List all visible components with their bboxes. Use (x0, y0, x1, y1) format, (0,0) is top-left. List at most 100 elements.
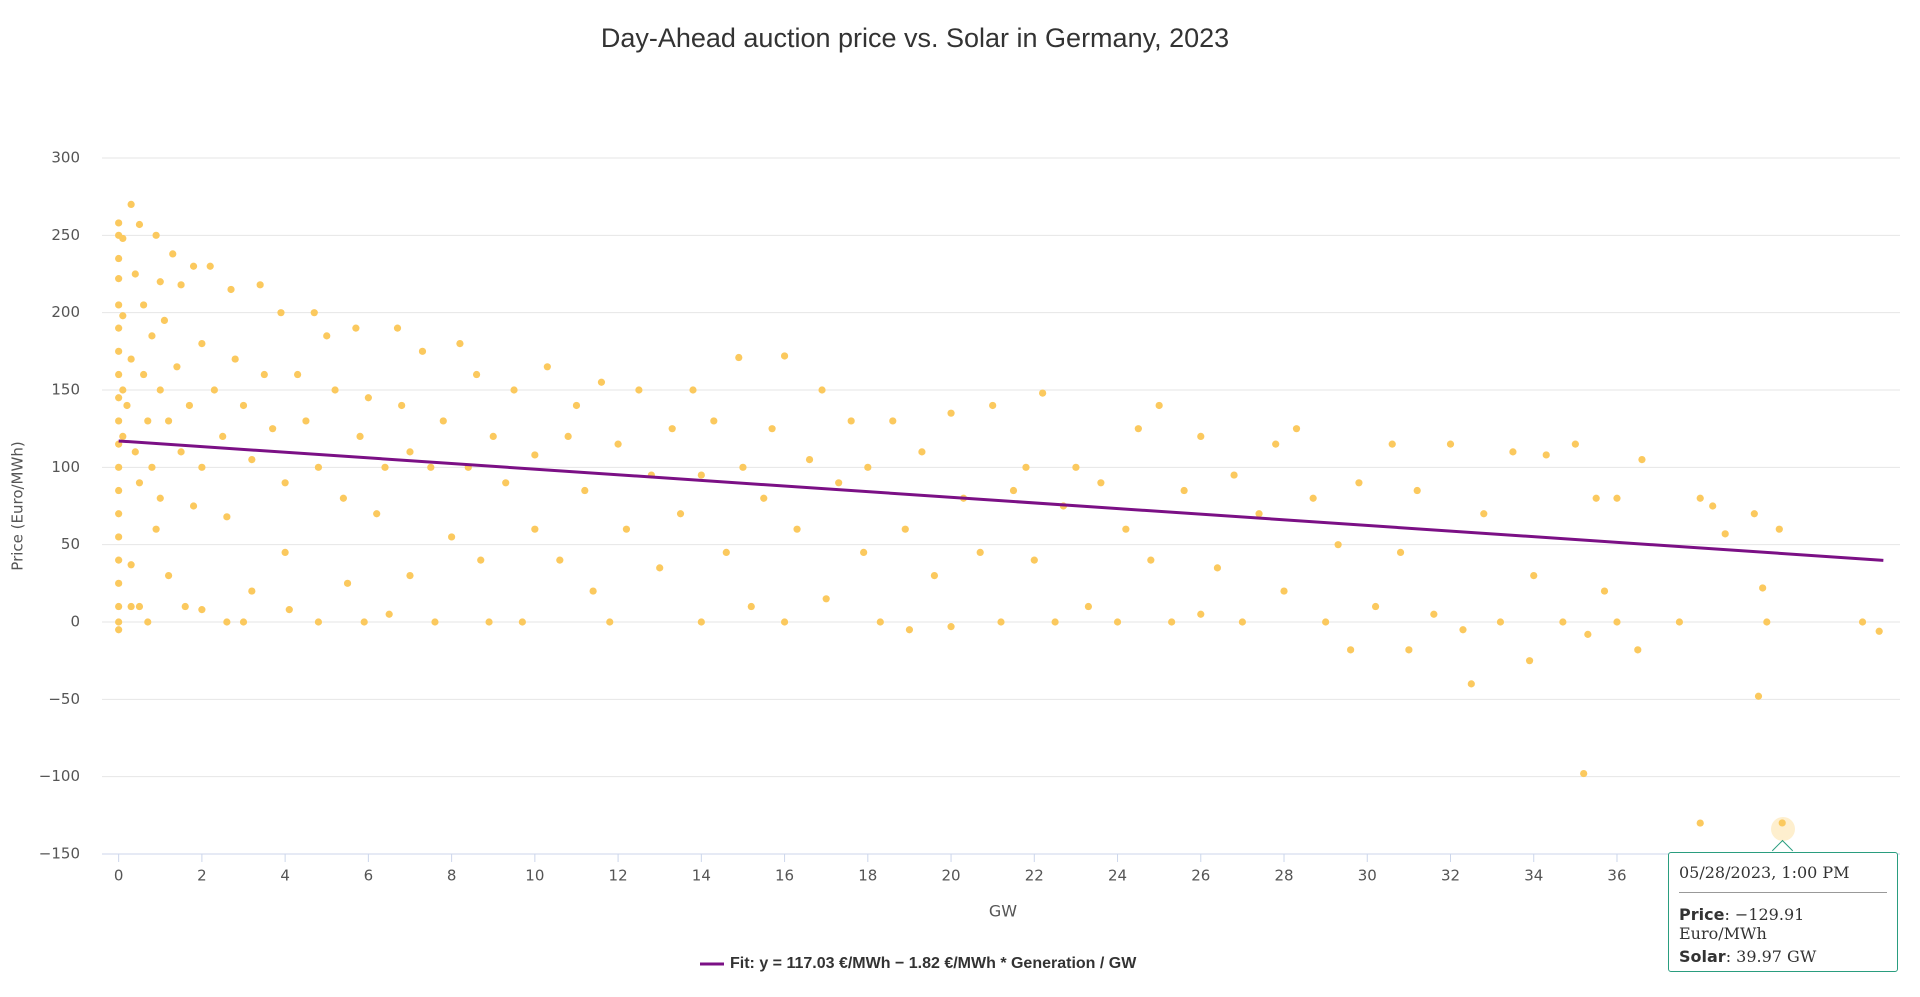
point (152, 231, 160, 239)
point (431, 618, 439, 626)
point (115, 510, 123, 518)
point (710, 417, 718, 425)
x-tick-label: 34 (1524, 867, 1543, 885)
point (876, 618, 884, 626)
point (860, 548, 868, 557)
point (1496, 618, 1505, 626)
y-tick-label: 0 (70, 613, 80, 631)
point (135, 220, 144, 229)
point (1405, 646, 1413, 654)
point (1559, 618, 1567, 626)
point (231, 355, 239, 363)
point (1322, 618, 1330, 626)
point (1530, 572, 1538, 580)
point (1113, 618, 1122, 626)
point (156, 278, 164, 286)
point (1371, 602, 1380, 611)
point (1197, 610, 1205, 618)
x-tick-label: 4 (280, 867, 290, 885)
x-axis-title: GW (989, 902, 1017, 921)
tooltip-value: : 39.97 GW (1725, 947, 1817, 966)
fit-line (118, 439, 1884, 562)
point (989, 401, 997, 410)
point (976, 548, 984, 557)
point (227, 285, 235, 294)
y-tick-label: 200 (51, 303, 80, 321)
point (115, 370, 123, 379)
point (398, 401, 406, 410)
point (1272, 440, 1280, 448)
point (947, 623, 955, 631)
point (1396, 548, 1405, 557)
point (115, 301, 123, 309)
point (219, 432, 227, 440)
point (223, 513, 231, 521)
y-axis-title: Price (Euro/MWh) (9, 441, 27, 570)
point (1009, 486, 1018, 495)
tooltip-row: Solar: 39.97 GW (1679, 947, 1887, 966)
point (314, 618, 323, 626)
point (115, 533, 123, 541)
hover-halo (1771, 817, 1795, 841)
point (160, 316, 169, 324)
point (127, 355, 135, 363)
tooltip-value: : −129.91 Euro/MWh (1679, 905, 1805, 943)
point (1509, 448, 1517, 456)
point (1168, 618, 1176, 626)
point (1638, 456, 1646, 464)
point (135, 602, 144, 611)
point (780, 352, 789, 360)
point (722, 548, 730, 557)
point (119, 234, 127, 243)
point (456, 340, 464, 348)
point (185, 401, 194, 410)
point (393, 324, 402, 332)
point (1084, 602, 1093, 611)
point (427, 463, 435, 471)
point (918, 448, 926, 456)
point (606, 618, 614, 626)
x-tick-label: 2 (197, 867, 207, 885)
point (177, 281, 185, 289)
y-tick-label: 300 (51, 149, 80, 167)
point (260, 370, 268, 379)
point (1155, 401, 1163, 410)
point (689, 386, 697, 394)
point (127, 602, 135, 611)
point (556, 556, 564, 564)
point (1721, 530, 1729, 538)
x-tick-label: 16 (775, 867, 794, 885)
point (676, 510, 685, 518)
point (697, 618, 705, 626)
point (314, 463, 323, 471)
point (635, 386, 643, 394)
point (864, 463, 872, 471)
point (148, 332, 156, 340)
point (818, 386, 826, 394)
point (360, 618, 368, 626)
point (543, 363, 551, 371)
point (189, 502, 198, 510)
legend-label: Fit: y = 117.03 €/MWh − 1.82 €/MWh * Gen… (730, 955, 1137, 972)
point (997, 618, 1005, 626)
point (198, 340, 206, 348)
point (285, 606, 293, 614)
point (181, 602, 189, 611)
point (131, 270, 139, 278)
point (760, 494, 768, 502)
point (510, 386, 518, 394)
y-tick-label: 150 (51, 381, 80, 399)
point (1280, 587, 1288, 595)
point (768, 425, 776, 433)
point (115, 556, 123, 564)
x-tick-label: 12 (609, 867, 628, 885)
point (310, 309, 318, 317)
point (485, 618, 493, 626)
point (164, 417, 173, 425)
point (1292, 425, 1301, 433)
point (1255, 510, 1263, 518)
tooltip-label: Solar (1679, 947, 1726, 966)
point (1480, 510, 1488, 518)
tooltip-row: Price: −129.91 Euro/MWh (1679, 905, 1887, 943)
x-tick-label: 30 (1358, 867, 1377, 885)
